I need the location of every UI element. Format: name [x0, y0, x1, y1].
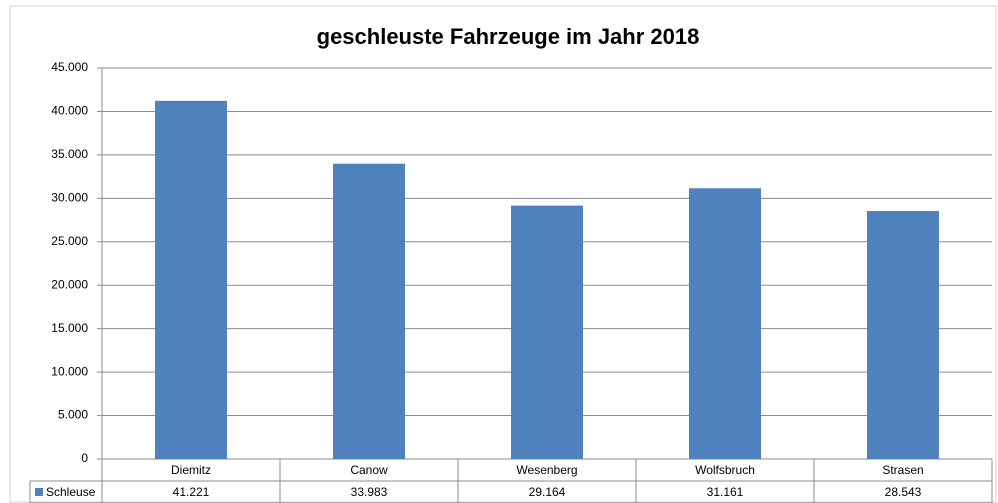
data-label: 41.221 [173, 485, 210, 499]
data-label: 28.543 [885, 485, 922, 499]
data-label: 29.164 [529, 485, 566, 499]
y-tick-label: 45.000 [51, 60, 88, 74]
x-tick-label: Wesenberg [516, 463, 577, 477]
y-tick-label: 20.000 [51, 277, 88, 291]
bar [155, 100, 227, 459]
x-tick-label: Diemitz [171, 463, 211, 477]
y-tick-label: 5.000 [58, 408, 88, 422]
bar [511, 205, 583, 459]
y-tick-label: 10.000 [51, 364, 88, 378]
legend-label: Schleuse [46, 485, 96, 499]
x-tick-label: Wolfsbruch [695, 463, 755, 477]
bar [867, 210, 939, 459]
x-tick-label: Strasen [882, 463, 923, 477]
y-tick-label: 15.000 [51, 321, 88, 335]
y-tick-label: 30.000 [51, 191, 88, 205]
data-label: 31.161 [707, 485, 744, 499]
x-tick-label: Canow [350, 463, 388, 477]
bar [333, 163, 405, 459]
bar [689, 188, 761, 459]
y-tick-label: 40.000 [51, 104, 88, 118]
legend-swatch [35, 488, 43, 496]
chart-title: geschleuste Fahrzeuge im Jahr 2018 [317, 24, 700, 49]
y-tick-label: 0 [81, 451, 88, 465]
chart-frame [9, 5, 997, 503]
y-tick-label: 25.000 [51, 234, 88, 248]
y-tick-label: 35.000 [51, 147, 88, 161]
data-label: 33.983 [351, 485, 388, 499]
